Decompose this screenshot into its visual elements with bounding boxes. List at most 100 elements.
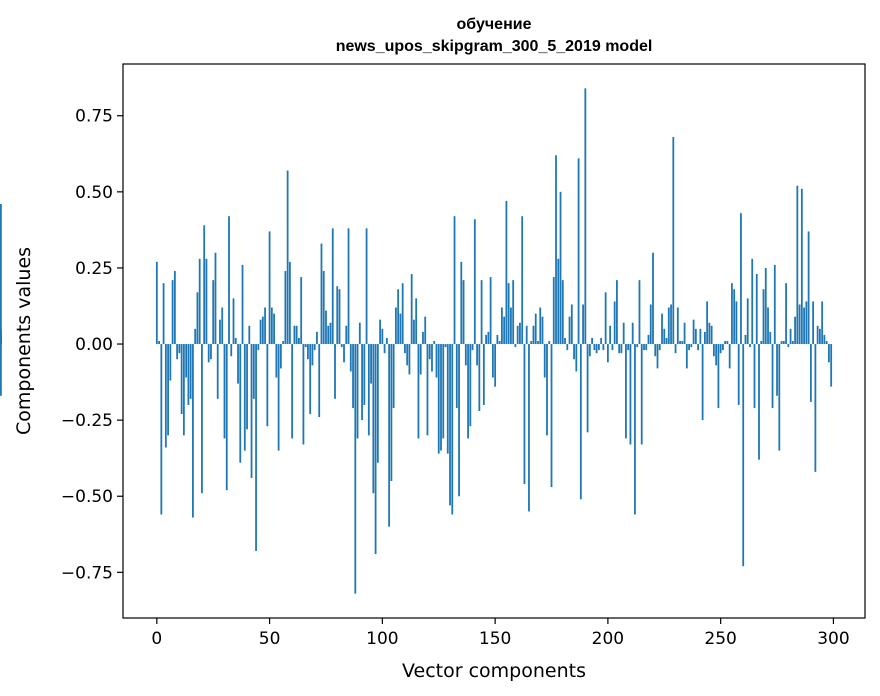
y-axis-ticks: −0.75 −0.50 −0.25 0.00 0.25 0.50 0.75	[61, 107, 123, 583]
bar	[787, 344, 790, 348]
bar	[712, 344, 715, 357]
bar	[180, 344, 183, 415]
bar	[424, 316, 427, 345]
bar	[383, 344, 386, 354]
bar	[710, 325, 713, 345]
bar	[537, 341, 539, 345]
bar	[248, 325, 251, 345]
bar	[645, 344, 648, 351]
bar	[194, 328, 197, 345]
bar	[216, 344, 219, 399]
chart-title-line2: news_upos_skipgram_300_5_2019 model	[336, 38, 653, 55]
bar	[685, 344, 688, 369]
bar	[182, 344, 185, 436]
bar	[467, 344, 469, 439]
bar	[458, 344, 460, 497]
bar	[606, 344, 609, 363]
y-tick-label: 0.75	[75, 107, 113, 127]
bar	[500, 307, 503, 345]
bar	[555, 155, 557, 345]
bar	[809, 344, 812, 402]
bar	[164, 344, 167, 448]
bar	[417, 344, 420, 439]
bar	[530, 341, 533, 345]
bar	[185, 344, 188, 378]
bar	[658, 344, 661, 351]
bar	[406, 344, 409, 366]
bar	[201, 344, 203, 494]
bar	[586, 344, 589, 433]
bar	[593, 344, 596, 351]
bar	[690, 344, 693, 348]
plot-frame	[122, 63, 866, 619]
bar	[376, 344, 379, 463]
bar	[309, 344, 312, 415]
bar	[661, 313, 663, 345]
bar	[785, 283, 787, 345]
bar	[473, 219, 476, 345]
bar	[805, 301, 808, 345]
bar	[676, 307, 679, 345]
bar	[665, 337, 668, 345]
bar	[789, 328, 792, 345]
bar	[356, 344, 359, 439]
bar	[634, 344, 636, 515]
bar	[749, 344, 751, 348]
bar	[525, 325, 528, 345]
bar	[399, 313, 402, 345]
bar	[584, 88, 587, 345]
bar	[234, 337, 237, 345]
bar	[435, 344, 438, 378]
bar	[340, 344, 343, 348]
bar	[715, 344, 718, 366]
bar	[428, 344, 431, 360]
bar	[625, 344, 627, 439]
bar	[257, 344, 260, 351]
bar	[780, 341, 783, 345]
bar	[228, 216, 230, 345]
bar	[453, 216, 456, 345]
bar	[205, 258, 208, 345]
bar	[282, 341, 285, 345]
bar	[672, 137, 675, 345]
bar	[270, 307, 273, 345]
bar	[471, 344, 474, 351]
bar	[821, 301, 824, 345]
bar	[746, 298, 749, 345]
bar	[731, 283, 733, 345]
bar	[320, 243, 323, 345]
bar	[167, 344, 169, 436]
bar	[577, 158, 580, 345]
bar	[706, 301, 709, 345]
bar	[0, 344, 2, 396]
y-tick-label: −0.75	[61, 563, 113, 583]
bar	[363, 344, 366, 405]
x-tick-label: 100	[366, 629, 398, 649]
bar	[514, 344, 517, 348]
bar	[485, 334, 487, 345]
bar	[640, 344, 643, 445]
bar	[203, 225, 206, 345]
bar	[372, 344, 375, 494]
bar	[385, 337, 388, 345]
bar	[679, 341, 681, 345]
bar	[189, 344, 192, 399]
bar	[627, 344, 630, 351]
bar	[559, 191, 562, 345]
bar	[397, 289, 400, 345]
bar	[794, 316, 796, 345]
bar	[541, 316, 544, 345]
bar	[681, 341, 684, 345]
bar	[507, 283, 510, 345]
bar	[697, 344, 699, 351]
bar	[744, 334, 747, 345]
bar	[564, 337, 566, 345]
bar	[413, 319, 415, 345]
bar	[670, 304, 672, 345]
bar	[334, 344, 336, 399]
bar	[807, 231, 810, 345]
bar	[575, 344, 578, 372]
bar	[812, 301, 815, 345]
bar	[751, 258, 754, 345]
bar	[422, 331, 424, 345]
